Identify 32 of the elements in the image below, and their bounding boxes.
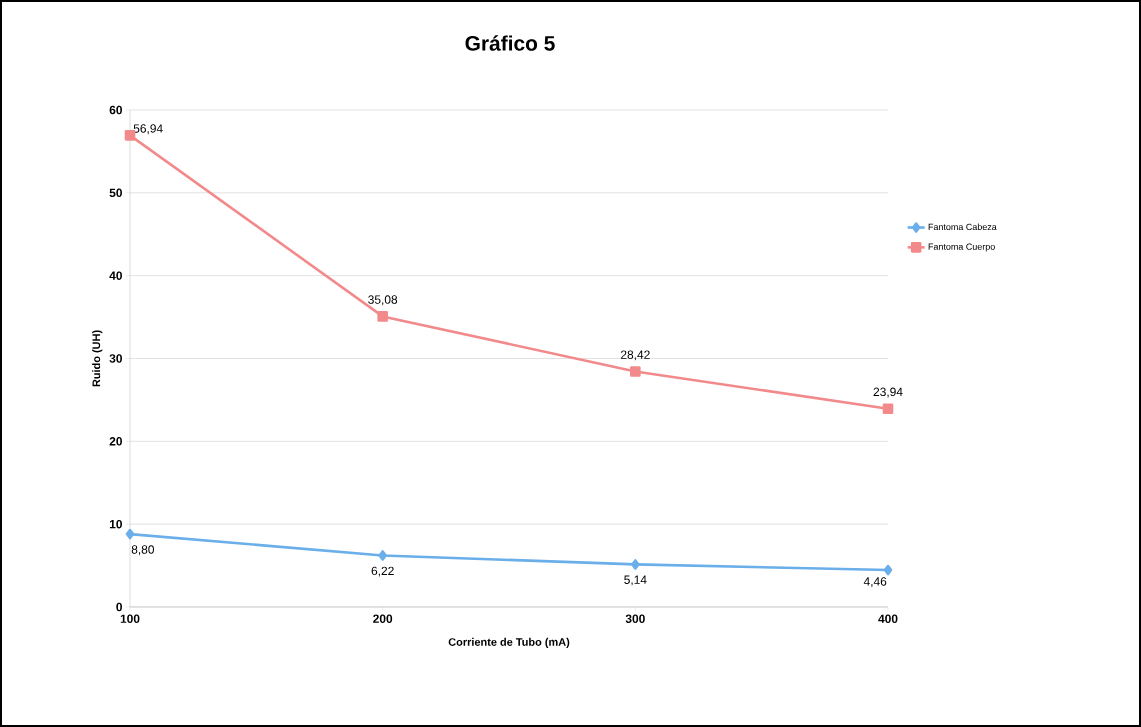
y-tick-label: 10 bbox=[109, 519, 122, 529]
y-tick-label: 30 bbox=[109, 354, 122, 363]
y-tick-label: 40 bbox=[109, 271, 122, 280]
legend-label: Fantoma Cabeza bbox=[928, 223, 997, 231]
point bbox=[377, 311, 388, 322]
y-tick-label: 60 bbox=[109, 105, 122, 115]
data-label: 8,80 bbox=[131, 545, 155, 556]
data-label: 56,94 bbox=[133, 124, 163, 135]
x-tick-label: 400 bbox=[878, 614, 898, 623]
point bbox=[883, 564, 893, 576]
point bbox=[630, 366, 641, 377]
y-tick-label: 50 bbox=[109, 188, 122, 198]
x-tick-label: 100 bbox=[120, 614, 140, 623]
data-label: 28,42 bbox=[620, 350, 650, 361]
y-tick-label: 20 bbox=[109, 437, 122, 446]
x-tick-label: 300 bbox=[625, 614, 645, 623]
point bbox=[378, 550, 387, 561]
point bbox=[124, 130, 136, 141]
x-tick-label: 200 bbox=[373, 614, 393, 623]
legend-label: Fantoma Cuerpo bbox=[928, 243, 995, 252]
y-tick-label: 0 bbox=[116, 602, 122, 612]
data-label: 4,46 bbox=[863, 577, 887, 588]
point bbox=[125, 528, 135, 540]
data-label: 5,14 bbox=[624, 575, 647, 586]
data-label: 6,22 bbox=[371, 566, 394, 577]
point bbox=[882, 403, 894, 414]
data-label: 35,08 bbox=[368, 295, 398, 306]
x-axis-title: Corriente de Tubo (mA) bbox=[448, 637, 570, 649]
chart-title: Gráfico 5 bbox=[465, 35, 555, 51]
y-axis-title: Ruido (UH) bbox=[92, 330, 103, 387]
data-label: 23,94 bbox=[873, 387, 903, 398]
point bbox=[631, 559, 640, 570]
